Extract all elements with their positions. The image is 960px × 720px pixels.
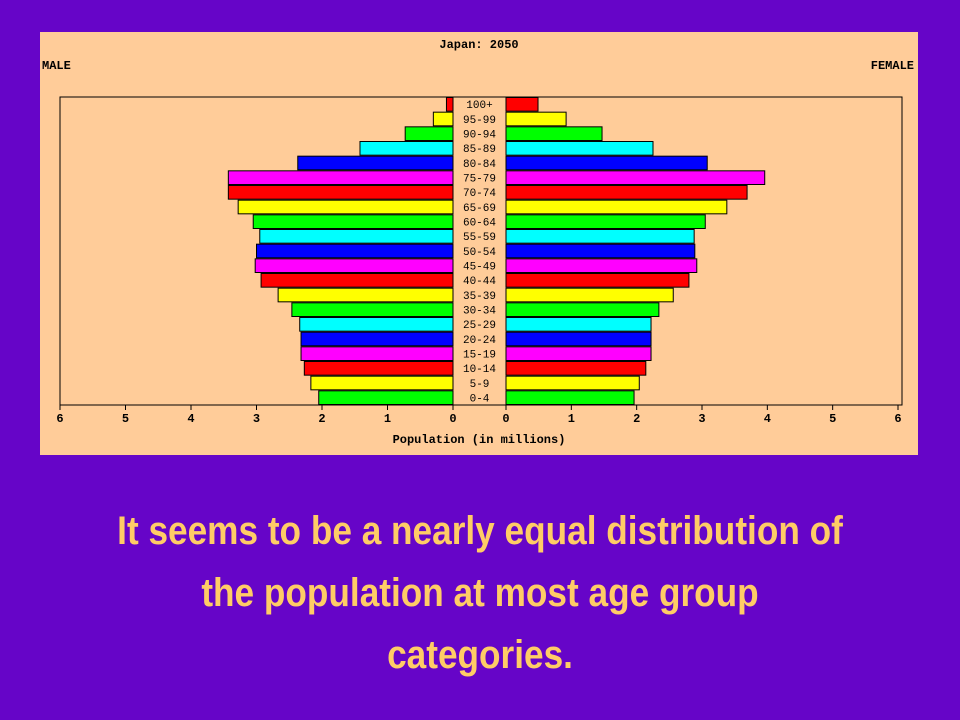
category-label: 45-49 [463,262,496,274]
bar [260,273,454,288]
bar [359,141,454,156]
category-label: 25-29 [463,320,496,332]
x-tick-label: 4 [187,412,194,426]
bar [505,361,647,376]
bar [445,97,454,112]
bar [505,229,695,244]
category-label: 50-54 [463,247,496,259]
chart-background [40,32,918,455]
category-label: 100+ [466,100,492,112]
bar [505,214,706,229]
bar [291,302,454,318]
chart: Japan: 2050 MALE FEMALE Population (in m… [40,32,918,455]
bar [505,111,567,127]
bar [505,141,654,156]
category-label: 65-69 [463,203,496,215]
x-tick-label: 3 [253,412,260,426]
bar [404,126,454,142]
category-label: 60-64 [463,218,496,230]
category-label: 95-99 [463,115,496,127]
bar [505,185,748,200]
bar [505,331,652,347]
bar [505,170,766,185]
x-tick-label: 5 [829,412,836,426]
category-label: 20-24 [463,335,496,347]
bar [505,375,640,391]
bar [300,346,454,362]
bar [303,361,454,376]
bar [505,199,728,215]
x-tick-label: 1 [568,412,575,426]
x-axis-label: Population (in millions) [393,433,566,447]
bar [505,317,652,332]
bar [505,97,539,112]
chart-title: Japan: 2050 [439,38,518,52]
bar [277,287,454,303]
bar [252,214,454,229]
bar [227,185,454,200]
bar [227,170,454,185]
category-label: 90-94 [463,130,496,142]
bar [505,287,674,303]
plot-frame [59,96,903,406]
x-tick-label: 6 [56,412,63,426]
x-tick-label: 3 [698,412,705,426]
bar [505,126,603,142]
bar [237,199,454,215]
bar [299,317,454,332]
x-tick-label: 2 [633,412,640,426]
category-label: 70-74 [463,188,496,200]
bar [505,155,708,171]
category-label: 85-89 [463,144,496,156]
x-tick-label: 6 [894,412,901,426]
category-label: 10-14 [463,364,496,376]
category-label: 40-44 [463,276,496,288]
bar [505,273,690,288]
x-tick-label: 4 [764,412,771,426]
bar [310,375,454,391]
bar [505,302,660,318]
category-label: 30-34 [463,306,496,318]
bar [505,346,652,362]
caption: It seems to be a nearly equal distributi… [117,509,843,677]
bar [505,390,635,406]
bar [318,390,454,406]
x-tick-label: 2 [318,412,325,426]
bar [505,258,698,273]
category-label: 55-59 [463,232,496,244]
category-label: 75-79 [463,174,496,186]
category-label: 0-4 [470,394,490,406]
bar [300,331,454,347]
category-label: 35-39 [463,291,496,303]
category-label: 80-84 [463,159,496,171]
right-label: FEMALE [871,59,914,73]
left-label: MALE [42,59,71,73]
bar [432,111,454,127]
bar [256,243,454,259]
x-tick-label: 5 [122,412,129,426]
category-label: 5-9 [470,379,490,391]
category-label: 15-19 [463,350,496,362]
bar [259,229,454,244]
bar [505,243,696,259]
bar [297,155,454,171]
x-tick-label: 1 [384,412,391,426]
x-tick-label: 0 [449,412,456,426]
x-tick-label: 0 [502,412,509,426]
bar [254,258,454,273]
